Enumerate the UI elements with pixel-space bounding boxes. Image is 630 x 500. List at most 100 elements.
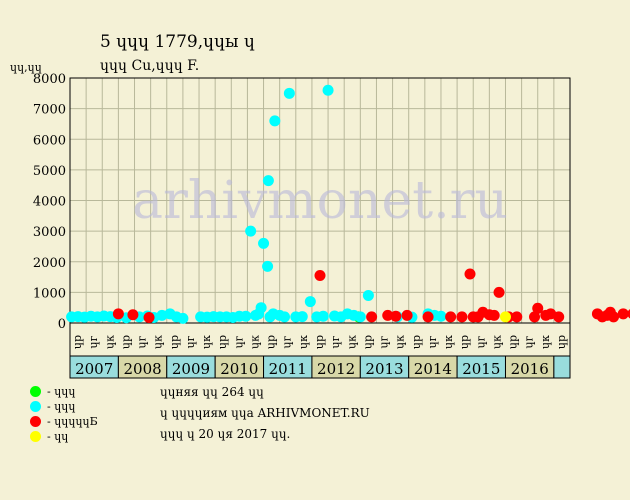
quarter-tick-label: ɥк xyxy=(394,335,407,349)
y-tick-label: 7000 xyxy=(33,103,66,118)
quarter-tick-label: ɥр xyxy=(313,335,326,349)
quarter-tick-label: ɥк xyxy=(248,335,261,349)
quarter-tick-label: ɥг xyxy=(378,335,391,348)
quarter-tick-label: ɥг xyxy=(136,335,149,348)
quarter-tick-label: ɥр xyxy=(168,335,181,349)
quarter-tick-label: ɥк xyxy=(200,335,213,349)
y-tick-label: 4000 xyxy=(33,195,66,210)
data-point xyxy=(279,311,291,323)
data-point xyxy=(493,286,505,298)
data-point xyxy=(382,309,394,321)
data-point xyxy=(314,270,326,282)
year-label: 2008 xyxy=(123,360,161,378)
data-point xyxy=(617,308,629,320)
legend-item: - ɥɥɥ xyxy=(30,384,160,399)
data-point xyxy=(366,311,378,323)
data-point xyxy=(445,311,457,323)
quarter-tick-label: ɥр xyxy=(458,335,471,349)
data-point xyxy=(627,309,630,319)
data-point xyxy=(529,311,541,323)
legend-label: - ɥɥ xyxy=(47,430,69,443)
quarter-tick-label: ɥр xyxy=(265,335,278,349)
quarter-tick-label: ɥр xyxy=(361,335,374,349)
data-point xyxy=(127,309,139,321)
quarter-tick-label: ɥк xyxy=(297,335,310,349)
data-point xyxy=(143,311,155,323)
legend-item: - ɥɥ xyxy=(30,429,160,444)
data-point xyxy=(422,311,434,323)
legend-label: - ɥɥɥ xyxy=(47,400,76,413)
quarter-tick-label: ɥг xyxy=(426,335,439,348)
data-point xyxy=(177,312,189,324)
legend: - ɥɥɥ - ɥɥɥ - ɥɥɥɥɥБ - ɥɥ xyxy=(30,384,160,444)
legend-label: - ɥɥɥ xyxy=(47,385,76,398)
data-point xyxy=(262,260,274,272)
quarter-tick-label: ɥк xyxy=(442,335,455,349)
year-label: 2007 xyxy=(75,360,113,378)
data-point xyxy=(362,289,374,301)
y-tick-label: 3000 xyxy=(33,225,66,240)
year-label: 2016 xyxy=(511,360,549,378)
quarter-tick-label: ɥр xyxy=(119,335,132,349)
quarter-tick-label: ɥк xyxy=(103,335,116,349)
quarter-tick-label: ɥг xyxy=(523,335,536,348)
legend-swatch xyxy=(30,401,41,412)
notes: ɥɥняя ɥɥ 264 ɥɥ ɥ ɥɥɥɥиям ɥɥа ARHIVMONET… xyxy=(160,382,370,445)
legend-label: - ɥɥɥɥɥБ xyxy=(47,415,98,428)
chart-title: 5 ɥɥɥ 1779,ɥɥы ɥ xyxy=(100,32,255,52)
quarter-tick-label: ɥк xyxy=(490,335,503,349)
data-point xyxy=(608,311,620,323)
legend-swatch xyxy=(30,431,41,442)
year-label: 2010 xyxy=(220,360,258,378)
y-tick-label: 0 xyxy=(58,317,66,332)
quarter-tick-label: ɥк xyxy=(152,335,165,349)
quarter-tick-label: ɥр xyxy=(216,335,229,349)
quarter-tick-label: ɥр xyxy=(555,335,568,349)
y-tick-label: 5000 xyxy=(33,164,66,179)
quarter-tick-label: ɥр xyxy=(507,335,520,349)
quarter-tick-label: ɥг xyxy=(87,335,100,348)
quarter-tick-label: ɥк xyxy=(539,335,552,349)
notes-line: ɥɥняя ɥɥ 264 ɥɥ xyxy=(160,385,264,399)
data-point xyxy=(245,225,257,237)
data-point xyxy=(390,310,402,322)
watermark: arhivmonet.ru xyxy=(132,171,508,231)
y-tick-label: 6000 xyxy=(33,133,66,148)
year-label: 2013 xyxy=(365,360,403,378)
y-tick-label: 8000 xyxy=(33,72,66,87)
data-point xyxy=(511,311,523,323)
data-point xyxy=(283,87,295,99)
data-point xyxy=(255,302,267,314)
quarter-tick-label: ɥг xyxy=(329,335,342,348)
quarter-tick-label: ɥг xyxy=(474,335,487,348)
data-point xyxy=(240,310,252,322)
data-point xyxy=(354,311,366,323)
quarter-tick-label: ɥг xyxy=(184,335,197,348)
quarter-tick-label: ɥг xyxy=(232,335,245,348)
year-label: 2012 xyxy=(317,360,355,378)
legend-item: - ɥɥɥɥɥБ xyxy=(30,414,160,429)
quarter-tick-label: ɥг xyxy=(281,335,294,348)
data-point xyxy=(112,308,124,320)
data-point xyxy=(464,268,476,280)
legend-swatch xyxy=(30,386,41,397)
year-band xyxy=(553,355,571,379)
data-point xyxy=(456,311,468,323)
quarter-tick-label: ɥр xyxy=(71,335,84,349)
data-point xyxy=(532,302,544,314)
data-point xyxy=(317,310,329,322)
data-point xyxy=(304,296,316,308)
y-tick-label: 2000 xyxy=(33,256,66,271)
data-point xyxy=(499,311,511,323)
year-label: 2009 xyxy=(172,360,210,378)
quarter-tick-label: ɥр xyxy=(410,335,423,349)
data-point xyxy=(435,310,447,322)
quarter-tick-label: ɥк xyxy=(345,335,358,349)
notes-line: ɥɥɥ ɥ 20 ɥя 2017 ɥɥ. xyxy=(160,427,291,441)
chart-subtitle: ɥɥɥ Cu,ɥɥɥ F. xyxy=(100,58,200,74)
data-point xyxy=(401,309,413,321)
year-label: 2011 xyxy=(269,360,307,378)
notes-line: ɥ ɥɥɥɥиям ɥɥа ARHIVMONET.RU xyxy=(160,406,370,420)
y-tick-label: 1000 xyxy=(33,286,66,301)
